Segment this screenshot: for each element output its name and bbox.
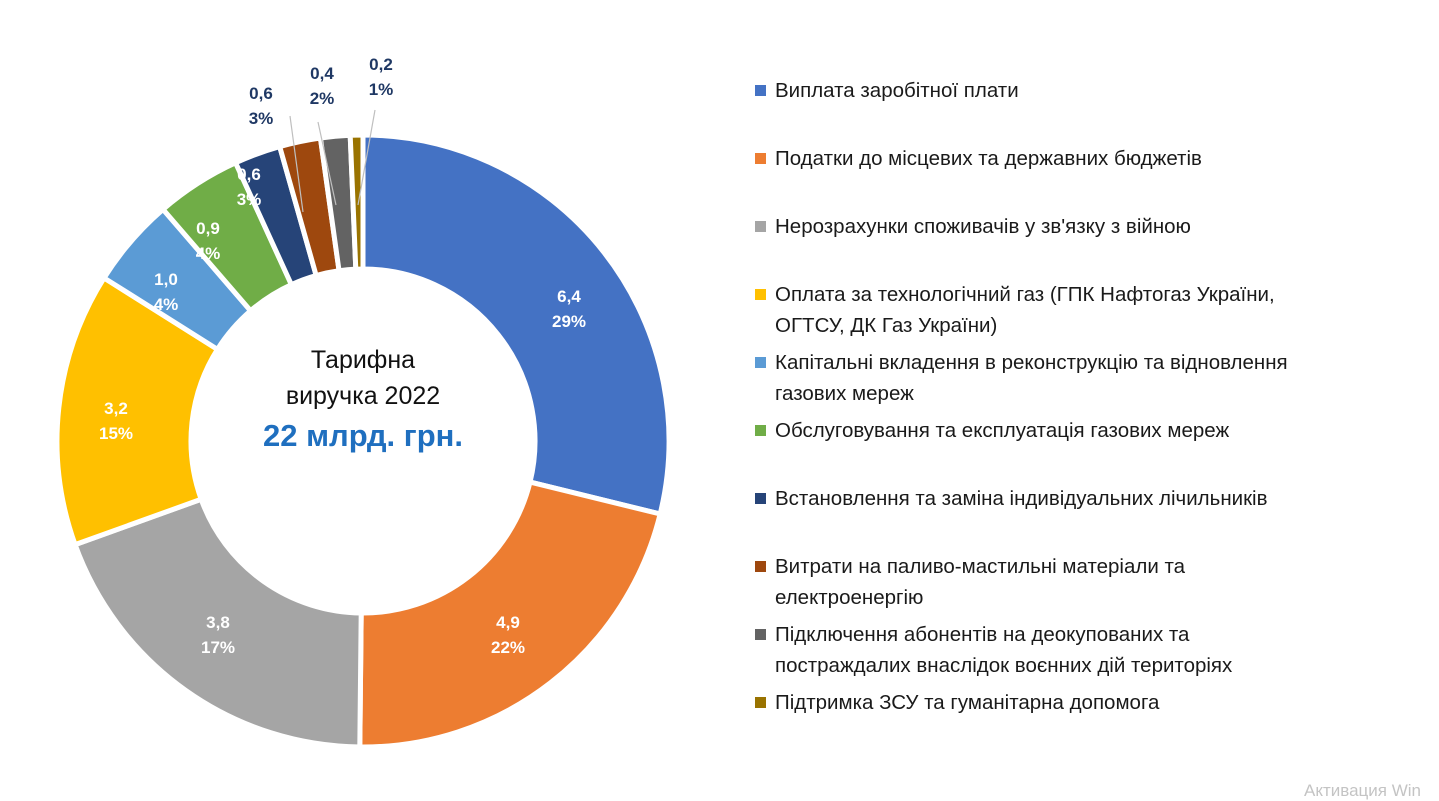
legend-swatch-icon xyxy=(755,85,766,96)
legend-swatch-icon xyxy=(755,629,766,640)
leader-line xyxy=(317,121,337,206)
legend-item: Обслуговування та експлуатація газових м… xyxy=(755,415,1395,446)
data-label-percent: 22% xyxy=(491,638,525,657)
legend-label: Нерозрахунки споживачів у зв'язку з війн… xyxy=(775,215,1191,238)
legend-item: Встановлення та заміна індивідуальних лі… xyxy=(755,483,1395,514)
data-label-value: 0,6 xyxy=(249,84,273,103)
data-label-value: 0,4 xyxy=(310,64,334,83)
legend-swatch-icon xyxy=(755,425,766,436)
legend-label: Підтримка ЗСУ та гуманітарна допомога xyxy=(775,691,1160,714)
data-label-percent: 4% xyxy=(154,295,179,314)
legend-swatch-icon xyxy=(755,493,766,504)
donut-segment xyxy=(71,496,364,750)
legend-label: Виплата заробітної плати xyxy=(775,79,1019,102)
legend-label: Податки до місцевих та державних бюджеті… xyxy=(775,147,1202,170)
legend-item: Виплата заробітної плати xyxy=(755,75,1395,106)
donut-segment xyxy=(360,132,672,518)
data-label-value: 3,8 xyxy=(206,613,230,632)
data-label-value: 6,4 xyxy=(557,287,581,306)
data-label-percent: 3% xyxy=(249,109,274,128)
data-label-value: 4,9 xyxy=(496,613,520,632)
legend-item: Оплата за технологічний газ (ГПК Нафтога… xyxy=(755,279,1395,341)
data-label-value: 0,9 xyxy=(196,219,220,238)
legend-label: Встановлення та заміна індивідуальних лі… xyxy=(775,487,1268,510)
legend-item: Підключення абонентів на деокупованих та… xyxy=(755,619,1395,681)
legend-label: Обслуговування та експлуатація газових м… xyxy=(775,419,1230,442)
legend-item: Податки до місцевих та державних бюджеті… xyxy=(755,143,1395,174)
center-title-line2: виручка 2022 xyxy=(285,382,441,410)
legend-label: Витрати на паливо-мастильні матеріали та… xyxy=(775,555,1186,609)
legend-swatch-icon xyxy=(755,289,766,300)
legend-label: Капітальні вкладення в реконструкцію та … xyxy=(775,351,1288,405)
legend-swatch-icon xyxy=(755,153,766,164)
data-label-percent: 1% xyxy=(369,80,394,99)
data-label-value: 0,2 xyxy=(369,55,393,74)
data-label-percent: 2% xyxy=(310,89,335,108)
legend-swatch-icon xyxy=(755,357,766,368)
data-label-value: 1,0 xyxy=(154,270,178,289)
center-title-line1: Тарифна xyxy=(310,346,416,374)
legend-swatch-icon xyxy=(755,221,766,232)
legend-label: Оплата за технологічний газ (ГПК Нафтога… xyxy=(775,283,1275,337)
legend-item: Підтримка ЗСУ та гуманітарна допомога xyxy=(755,687,1395,718)
leader-line xyxy=(289,115,304,213)
legend-item: Витрати на паливо-мастильні матеріали та… xyxy=(755,551,1395,613)
data-label-value: 0,6 xyxy=(237,165,261,184)
leader-line xyxy=(357,109,376,206)
donut-segment xyxy=(347,132,366,272)
legend-swatch-icon xyxy=(755,561,766,572)
legend-label: Підключення абонентів на деокупованих та… xyxy=(775,623,1233,677)
donut-chart: 6,4 29% 4,9 22% 3,8 17% 3,2 15% 1,0 4% 0,9 4% 0,6 3% 0… xyxy=(54,55,672,750)
windows-activation-watermark: Активация Win xyxy=(1304,781,1421,800)
legend-item: Капітальні вкладення в реконструкцію та … xyxy=(755,347,1395,409)
center-total-value: 22 млрд. грн. xyxy=(263,418,463,453)
legend-item: Нерозрахунки споживачів у зв'язку з війн… xyxy=(755,211,1395,242)
donut-segment xyxy=(54,274,221,548)
data-label-percent: 3% xyxy=(237,190,262,209)
data-label-percent: 15% xyxy=(99,424,133,443)
legend-swatch-icon xyxy=(755,697,766,708)
data-label-percent: 29% xyxy=(552,312,586,331)
data-label-value: 3,2 xyxy=(104,399,128,418)
donut-segment xyxy=(357,479,664,750)
data-label-percent: 17% xyxy=(201,638,235,657)
data-label-percent: 4% xyxy=(196,244,221,263)
